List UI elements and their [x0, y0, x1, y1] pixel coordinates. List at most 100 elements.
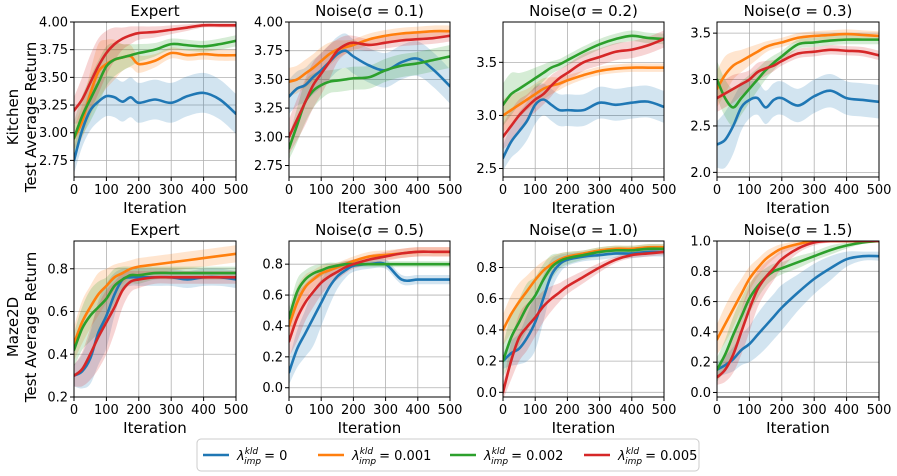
x-tick-label: 100	[94, 183, 119, 198]
legend-entry-k5: λkld imp = 0.005	[584, 447, 697, 467]
line-k1	[289, 29, 450, 83]
x-axis-label: Iteration	[552, 419, 616, 437]
x-tick-label: 500	[438, 403, 463, 418]
series-group	[289, 247, 450, 385]
row-label-kitchen-line1: Kitchen	[4, 89, 22, 145]
band-k1	[74, 245, 236, 361]
plot-frame	[288, 240, 451, 398]
y-tick-label: 2.75	[254, 159, 283, 174]
y-tick-label: 0.6	[476, 292, 497, 307]
x-tick-label: 100	[309, 403, 334, 418]
x-tick-label: 100	[523, 183, 548, 198]
y-tick-label: 0.2	[690, 356, 711, 371]
y-tick-label: 0.2	[262, 350, 283, 365]
y-tick-label: 3.50	[39, 71, 68, 86]
x-tick-label: 0	[285, 183, 293, 198]
line-k1	[503, 245, 664, 332]
line-k5	[717, 48, 879, 100]
legend-frame	[196, 438, 700, 472]
y-tick-label: 0.8	[47, 262, 68, 277]
band-k1	[717, 29, 879, 108]
band-k5	[717, 241, 879, 385]
line-k5	[289, 250, 450, 343]
band-k2	[74, 35, 236, 155]
x-tick-label: 100	[523, 403, 548, 418]
x-tick-label: 500	[224, 403, 249, 418]
y-tick-label: 3.5	[690, 27, 711, 42]
series-group	[289, 25, 450, 160]
y-tick-label: 0.2	[47, 391, 68, 406]
chart-title: Noise(σ = 1.0)	[529, 221, 638, 239]
line-k1	[717, 32, 879, 91]
line-k1	[503, 66, 664, 117]
series-group	[74, 23, 236, 174]
line-k2	[74, 39, 236, 140]
y-tick-label: 2.75	[39, 154, 68, 169]
x-tick-label: 0	[499, 403, 507, 418]
x-tick-label: 200	[769, 403, 794, 418]
y-tick-label: 2.5	[690, 119, 711, 134]
x-tick-label: 0	[285, 403, 293, 418]
y-tick-label: 0.6	[262, 289, 283, 304]
x-tick-label: 300	[587, 403, 612, 418]
x-tick-label: 300	[802, 183, 827, 198]
chart-title: Noise(σ = 1.5)	[744, 221, 853, 239]
band-k2	[717, 241, 879, 382]
band-k5	[74, 270, 236, 387]
series-group	[503, 30, 664, 171]
plot-frame	[716, 240, 880, 398]
x-tick-label: 300	[373, 183, 398, 198]
y-tick-label: 4.00	[254, 16, 283, 31]
line-k2	[717, 241, 879, 372]
chart-maze-noise-05: 0 100 200 300 400 500 0.0 0.2 0.4 0.6 0.8 Noise(σ =…	[262, 221, 462, 437]
x-tick-label: 400	[619, 183, 644, 198]
x-tick-label: 200	[341, 183, 366, 198]
band-k0	[289, 258, 450, 385]
x-axis-label: Iteration	[338, 419, 402, 437]
line-k5	[74, 275, 236, 377]
line-k5	[717, 241, 879, 379]
y-tick-label: 3.50	[254, 73, 283, 88]
legend-label-k0: λkld imp = 0	[236, 447, 287, 467]
row-label-maze-line1: Maze2D	[4, 297, 22, 357]
y-tick-label: 3.0	[690, 73, 711, 88]
x-tick-label: 200	[126, 183, 151, 198]
y-tick-label: 0.6	[690, 295, 711, 310]
line-k0	[74, 91, 236, 162]
band-k5	[289, 247, 450, 357]
x-tick-label: 300	[159, 403, 184, 418]
y-tick-label: 2.5	[476, 162, 497, 177]
chart-maze-noise-10: 0 100 200 300 400 500 0.0 0.2 0.4 0.6 0.8 Noise(σ =…	[476, 221, 676, 437]
chart-panels: 0 100 200 300 400 5002.753.003.253.503.754.00…	[39, 2, 891, 437]
y-tick-label: 0.4	[476, 323, 497, 338]
y-tick-label: 3.75	[254, 44, 283, 59]
band-k2	[289, 44, 450, 160]
band-k1	[74, 39, 236, 150]
x-tick-label: 400	[191, 183, 216, 198]
line-k5	[289, 34, 450, 139]
line-k2	[289, 262, 450, 320]
line-k5	[503, 37, 664, 138]
y-tick-label: 3.5	[476, 56, 497, 71]
x-axis-label: Iteration	[766, 419, 830, 437]
line-k0	[503, 250, 664, 363]
line-k5	[74, 23, 236, 112]
x-tick-label: 300	[587, 183, 612, 198]
legend-label-k2: λkld imp = 0.002	[483, 447, 563, 467]
y-tick-label: 0.4	[690, 325, 711, 340]
x-tick-label: 300	[802, 403, 827, 418]
plot-area	[289, 241, 450, 397]
plot-frame	[502, 21, 665, 178]
x-tick-label: 100	[737, 183, 762, 198]
chart-kitchen-expert: 0 100 200 300 400 500 2.75 3.00 3.25 3.50 3.75 4.00…	[39, 2, 248, 217]
band-k0	[74, 268, 236, 389]
line-k0	[717, 89, 879, 146]
plot-frame	[716, 21, 880, 178]
y-tick-label: 3.00	[39, 126, 68, 141]
series-group	[503, 244, 664, 397]
y-tick-label: 0.8	[690, 265, 711, 280]
band-k2	[503, 244, 664, 377]
x-tick-label: 100	[309, 183, 334, 198]
chart-kitchen-noise-01: 0 100 200 300 400 500 2.75 3.00 3.25 3.50 3.75 4.00…	[254, 2, 462, 217]
